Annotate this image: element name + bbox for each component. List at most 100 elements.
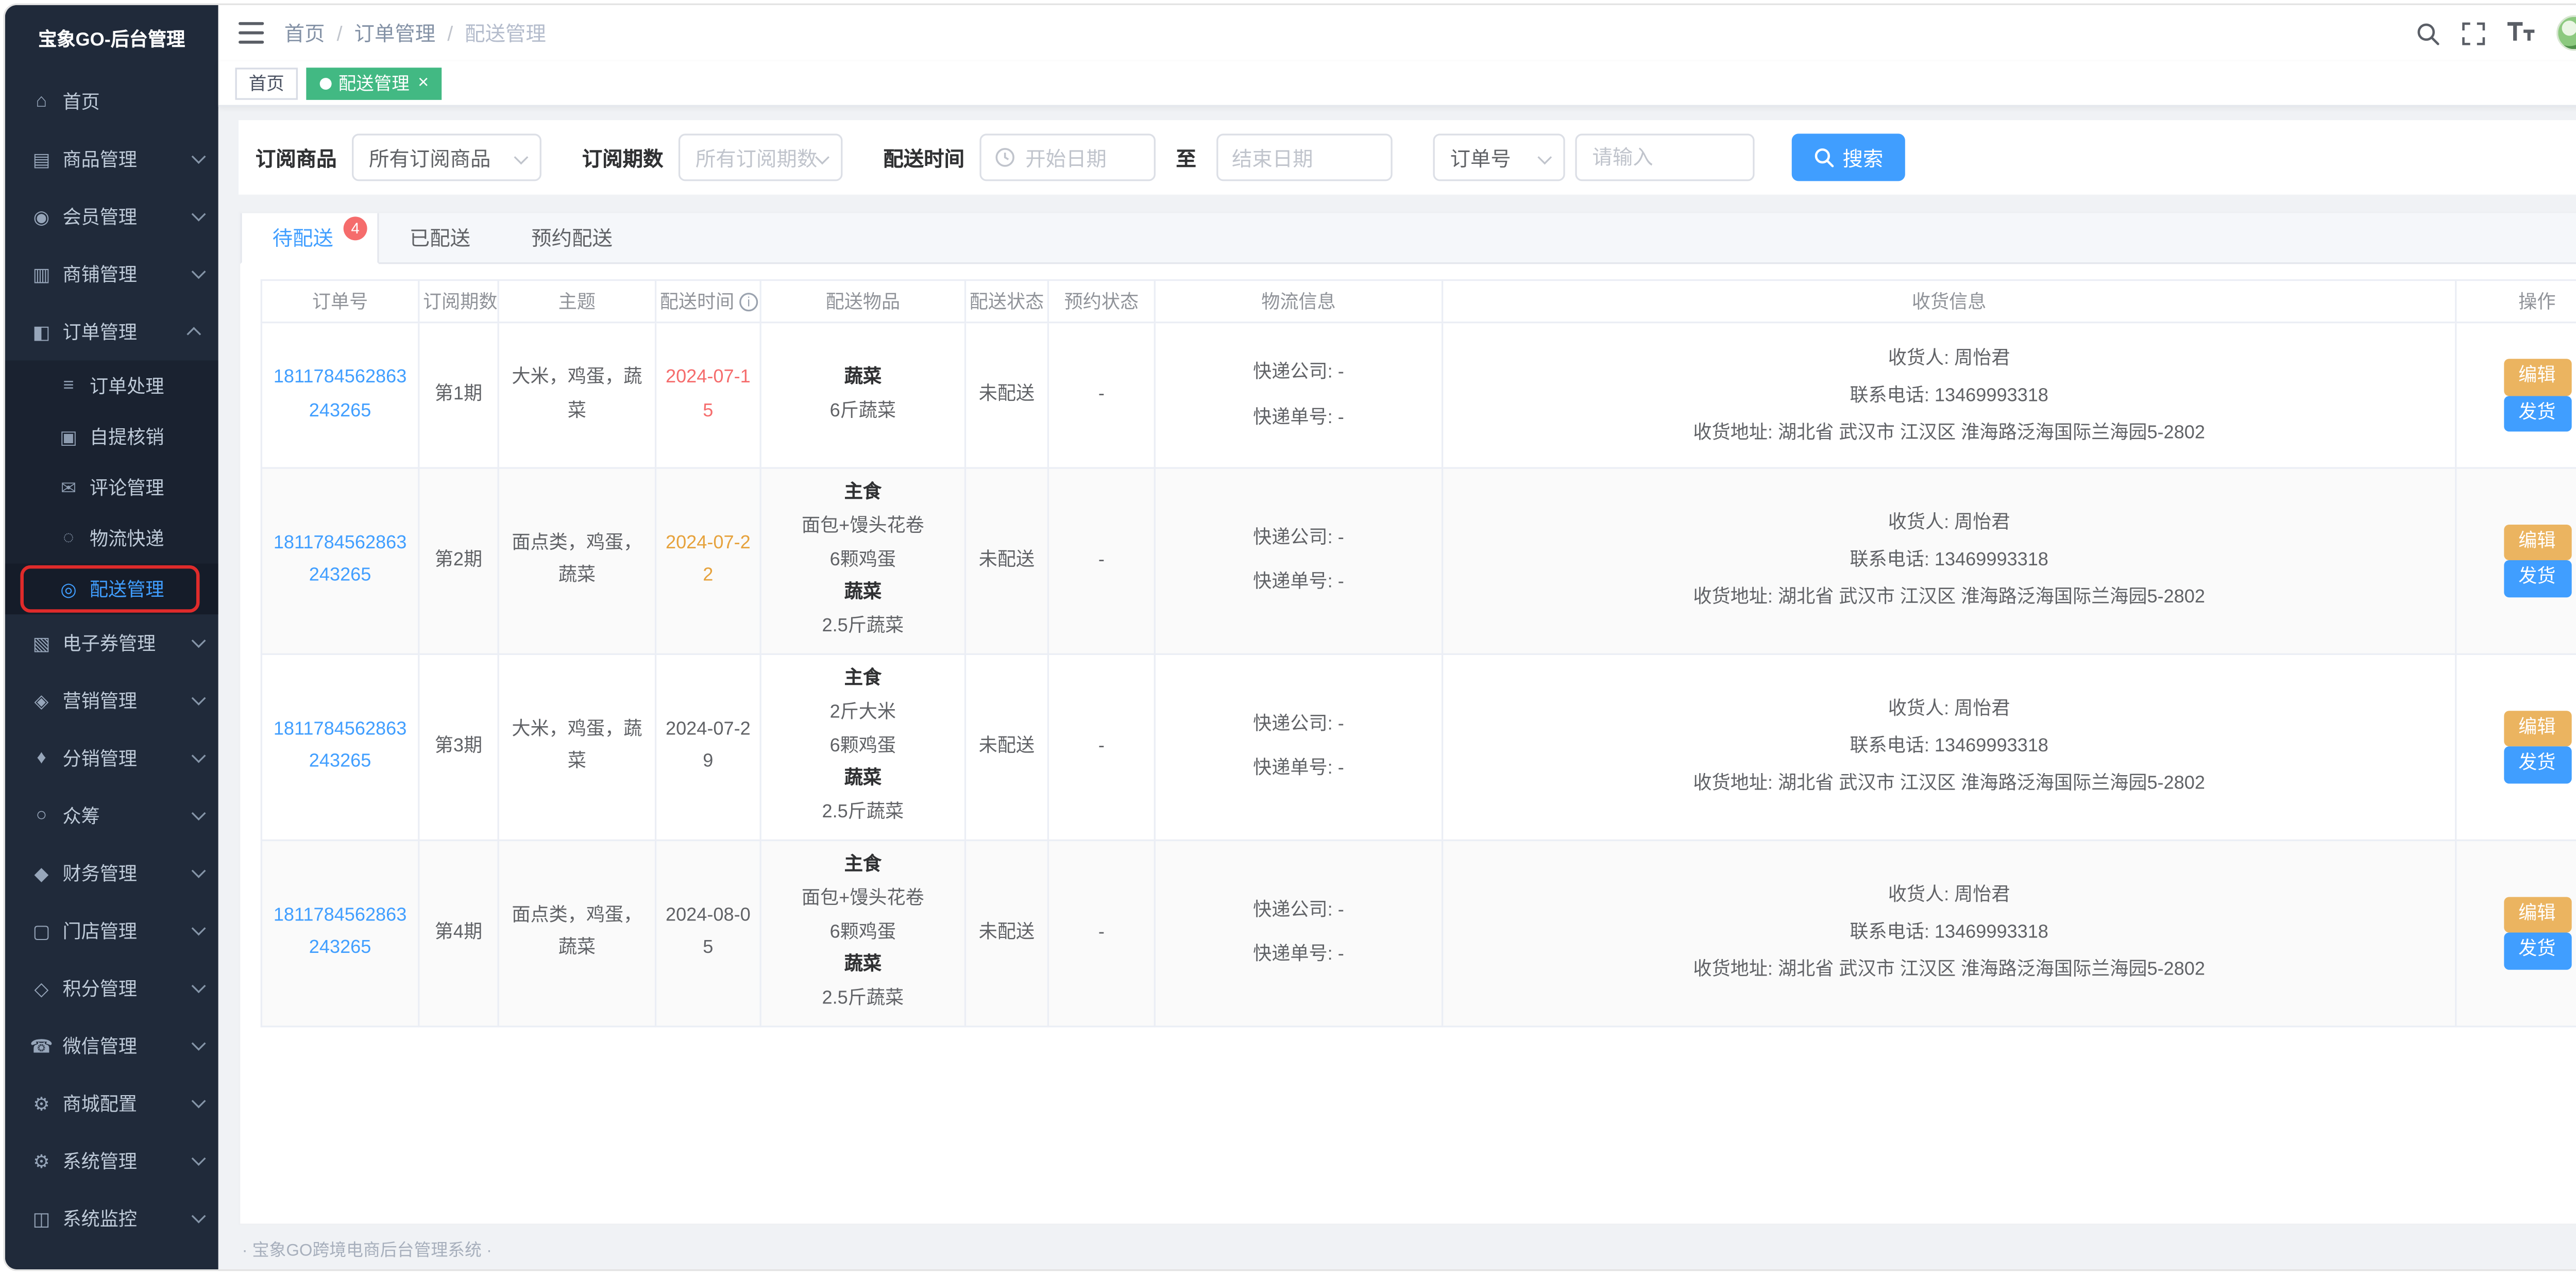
receiver-line: 联系电话: 13469993318	[1850, 737, 2048, 758]
search-button[interactable]: 搜索	[1791, 133, 1906, 181]
sidebar-item-label: 商品管理	[62, 150, 138, 171]
sidebar-item-logistics-express[interactable]: ◌ 物流快递	[5, 513, 218, 564]
goods-icon: ▤	[32, 149, 50, 171]
sidebar-item-distribution[interactable]: ♦ 分销管理	[5, 729, 218, 787]
avatar[interactable]	[2556, 15, 2576, 51]
edit-button[interactable]: 编辑	[2503, 359, 2571, 395]
chevron-down-icon	[191, 633, 206, 648]
orders-icon: ◧	[32, 322, 50, 343]
sidebar-item-monitor[interactable]: ◫ 系统监控	[5, 1190, 218, 1248]
sidebar-item-members[interactable]: ◉ 会员管理	[5, 188, 218, 246]
sidebar-item-orders[interactable]: ◧ 订单管理	[5, 303, 218, 361]
tag-home[interactable]: 首页	[235, 66, 298, 99]
ship-button[interactable]: 发货	[2503, 561, 2571, 597]
start-date-input[interactable]: 开始日期	[979, 133, 1156, 181]
edit-button[interactable]: 编辑	[2503, 897, 2571, 933]
column-header-label: 物流信息	[1261, 293, 1336, 313]
tag-label: 首页	[248, 73, 284, 94]
points-icon: ◇	[34, 979, 49, 1000]
hamburger-icon[interactable]	[239, 22, 264, 44]
close-icon[interactable]: ×	[418, 72, 429, 92]
tab-scheduled[interactable]: 预约配送	[501, 213, 643, 262]
fullscreen-icon[interactable]	[2462, 21, 2485, 45]
cell-logistics: 快递公司: - 快递单号: -	[1154, 839, 1444, 1028]
tab-label: 待配送	[272, 227, 333, 251]
font-size-icon[interactable]	[2507, 22, 2535, 44]
sidebar-item-wechat[interactable]: ☎ 微信管理	[5, 1017, 218, 1075]
cell-order-no: 1811784562863243265	[260, 321, 420, 469]
count-badge: 4	[343, 216, 367, 241]
ship-button[interactable]: 发货	[2503, 747, 2571, 783]
logistics-line: 快递单号: -	[1253, 407, 1344, 428]
crowdfunding-icon: ○	[36, 806, 47, 826]
sidebar-item-pickup-verify[interactable]: ▣ 自提核销	[5, 411, 218, 462]
cell-reservation-status: -	[1047, 321, 1156, 469]
subscribe-period-select[interactable]: 所有订阅期数	[678, 133, 843, 181]
cell-order-no: 1811784562863243265	[260, 467, 420, 655]
ship-button[interactable]: 发货	[2503, 933, 2571, 969]
sidebar-item-finance[interactable]: ◆ 财务管理	[5, 845, 218, 902]
cell-period: 第4期	[418, 839, 499, 1028]
tag-delivery-manage[interactable]: 配送管理 ×	[306, 66, 443, 99]
chevron-down-icon	[191, 149, 206, 164]
subscribe-goods-select[interactable]: 所有订阅商品	[352, 133, 541, 181]
item-category: 蔬菜	[844, 582, 882, 603]
cell-items: 主食 面包+馒头花卷 6颗鸡蛋 蔬菜 2.5斤蔬菜	[759, 467, 967, 655]
sidebar-item-crowdfunding[interactable]: ○ 众筹	[5, 787, 218, 845]
sidebar-item-label: 评论管理	[90, 479, 164, 499]
edit-button[interactable]: 编辑	[2503, 525, 2571, 561]
breadcrumb-item[interactable]: 首页	[284, 22, 325, 46]
sidebar-item-points[interactable]: ◇ 积分管理	[5, 960, 218, 1017]
order-no-link[interactable]: 1811784562863243265	[273, 904, 407, 959]
tab-delivered[interactable]: 已配送	[379, 213, 501, 262]
sidebar-item-home[interactable]: ⌂ 首页	[5, 73, 218, 130]
keyword-input[interactable]	[1575, 133, 1755, 181]
logistics-line: 快递公司: -	[1253, 528, 1344, 549]
breadcrumb-item[interactable]: 订单管理	[354, 22, 436, 46]
order-no-link[interactable]: 1811784562863243265	[273, 532, 407, 586]
table-row: 1811784562863243265 第3期 大米，鸡蛋，蔬菜 2024-07-29…	[260, 653, 2576, 842]
order-no-link[interactable]: 1811784562863243265	[273, 366, 407, 421]
main-area: 首页 / 订单管理 / 配送管理 首页 配送管理 ×	[218, 5, 2576, 1269]
receiver-line: 收货地址: 湖北省 武汉市 江汉区 淮海路泛海国际兰海园5-2802	[1693, 422, 2205, 443]
navbar-actions	[2416, 15, 2576, 51]
sidebar-item-coupons[interactable]: ▧ 电子券管理	[5, 614, 218, 672]
sidebar-item-label: 电子券管理	[62, 634, 156, 655]
chevron-down-icon	[191, 691, 206, 706]
cell-status: 未配送	[964, 839, 1049, 1028]
chevron-down-icon	[191, 1036, 206, 1051]
tab-pending[interactable]: 待配送 4	[240, 213, 379, 264]
ship-button[interactable]: 发货	[2503, 395, 2571, 431]
sidebar-item-order-process[interactable]: ≡ 订单处理	[5, 360, 218, 411]
order-no-link[interactable]: 1811784562863243265	[273, 718, 407, 773]
sidebar-item-mall-config[interactable]: ⚙ 商城配置	[5, 1075, 218, 1132]
end-date-input[interactable]: 结束日期	[1216, 133, 1393, 181]
delivery-panel: 待配送 4 已配送 预约配送 订单号 订阅期数 主题 配送时间 i 配送物品 配送状态 预约状态 物流…	[239, 211, 2576, 1226]
sidebar-item-comment-manage[interactable]: ✉ 评论管理	[5, 462, 218, 513]
sidebar-item-shop[interactable]: ▥ 商铺管理	[5, 245, 218, 303]
chevron-down-icon	[191, 1151, 206, 1166]
footer-text: · 宝象GO跨境电商后台管理系统 ·	[242, 1242, 492, 1261]
cell-actions: 编辑发货	[2455, 467, 2576, 655]
coupons-icon: ▧	[32, 633, 50, 655]
subscribe-goods-value: 所有订阅商品	[368, 146, 491, 171]
search-icon[interactable]	[2416, 21, 2440, 45]
sidebar-item-system[interactable]: ⚙ 系统管理	[5, 1132, 218, 1190]
app-window: 宝象GO-后台管理 ⌂ 首页 ▤ 商品管理 ◉ 会员管理 ▥ 商铺管理 ◧ 订单管理 ≡ 订单处理 ▣ 自…	[3, 3, 2576, 1271]
cell-logistics: 快递公司: - 快递单号: -	[1154, 653, 1444, 842]
mall-config-icon: ⚙	[33, 1094, 50, 1115]
sidebar-item-stores[interactable]: ▢ 门店管理	[5, 902, 218, 960]
column-header: 物流信息	[1154, 279, 1444, 324]
receiver-line: 联系电话: 13469993318	[1850, 385, 2048, 406]
sidebar-item-label: 积分管理	[62, 980, 138, 1000]
delivery-date-value: 2024-08-05	[665, 904, 751, 959]
sidebar-item-goods[interactable]: ▤ 商品管理	[5, 130, 218, 188]
edit-button[interactable]: 编辑	[2503, 711, 2571, 747]
sidebar-item-marketing[interactable]: ◈ 营销管理	[5, 672, 218, 730]
column-header: 配送物品	[759, 279, 967, 324]
column-header: 主题	[497, 279, 657, 324]
receiver-line: 联系电话: 13469993318	[1850, 550, 2048, 572]
sidebar-item-delivery-manage[interactable]: ◎ 配送管理	[5, 563, 218, 615]
search-field-select[interactable]: 订单号	[1433, 133, 1565, 181]
